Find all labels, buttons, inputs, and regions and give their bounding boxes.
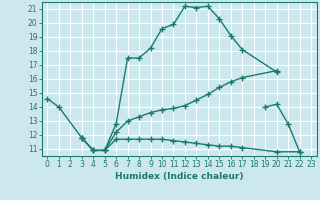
X-axis label: Humidex (Indice chaleur): Humidex (Indice chaleur) — [115, 172, 244, 181]
